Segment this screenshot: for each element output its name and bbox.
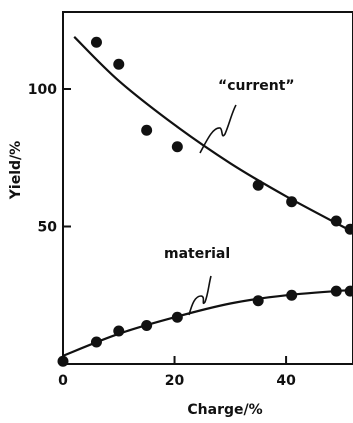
y-tick-label: 100 [28, 82, 57, 98]
plot-frame [62, 11, 353, 365]
x-tick-label: 20 [165, 373, 185, 389]
fitted-curves [62, 36, 353, 357]
data-point [57, 355, 69, 367]
data-point [141, 124, 153, 136]
data-point [252, 295, 264, 307]
axis-ticks [63, 88, 288, 364]
series-pointer-current [199, 104, 237, 154]
data-point [286, 196, 298, 208]
data-point [90, 336, 102, 348]
series-pointer-material [188, 275, 212, 316]
data-point [252, 179, 264, 191]
data-point [113, 325, 125, 337]
x-tick-label: 40 [276, 373, 296, 389]
data-point [141, 320, 153, 331]
data-points [57, 36, 353, 367]
x-axis-label: Charge/% [187, 402, 262, 418]
series-curve-1 [62, 288, 353, 357]
data-point [90, 36, 102, 48]
y-axis-label: Yield/% [8, 141, 24, 200]
data-point [113, 58, 125, 70]
data-point [330, 285, 342, 297]
series-label-material: material [164, 246, 230, 262]
data-point [344, 223, 353, 235]
data-point [344, 285, 353, 297]
data-point [171, 311, 183, 323]
x-tick-label: 0 [58, 373, 68, 389]
series-label-current: “current” [218, 78, 295, 94]
tick-labels: 0 20 40 50 100 [28, 82, 296, 389]
y-tick-label: 50 [38, 220, 58, 236]
data-point [171, 141, 183, 153]
data-point [330, 215, 342, 227]
data-point [286, 289, 298, 301]
